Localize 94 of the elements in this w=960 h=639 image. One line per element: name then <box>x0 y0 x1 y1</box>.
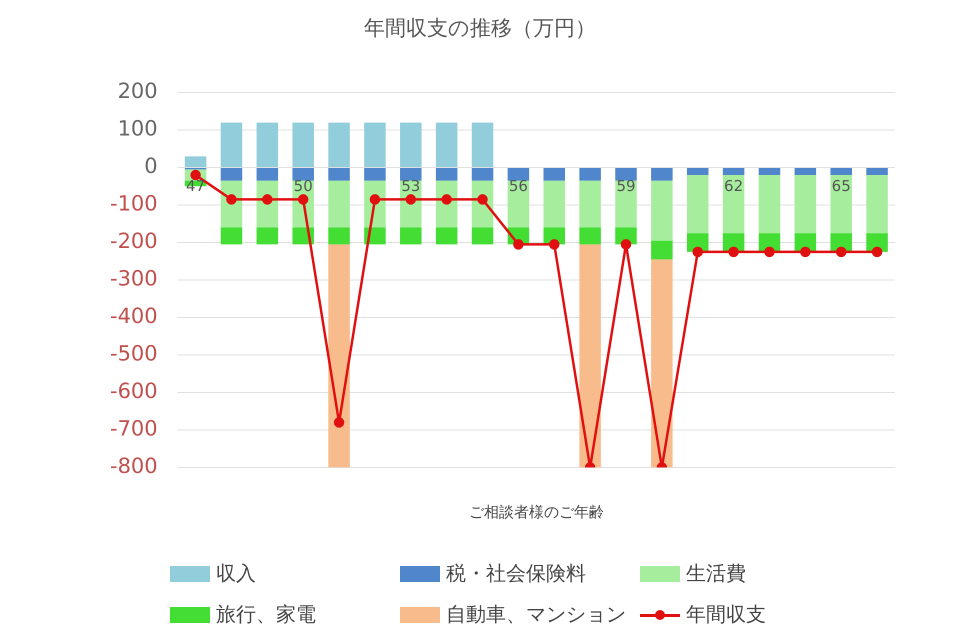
bar <box>722 168 744 176</box>
bar <box>579 244 601 468</box>
bar <box>220 168 242 181</box>
point <box>441 194 452 205</box>
bar <box>328 244 350 468</box>
bar <box>651 259 673 468</box>
bar <box>651 168 673 181</box>
x-tick-label: 47 <box>186 176 206 195</box>
x-tick-label: 65 <box>832 176 851 195</box>
bar <box>722 175 744 234</box>
bar <box>328 168 350 181</box>
bar <box>436 168 458 181</box>
bar <box>256 228 278 244</box>
legend-label: 旅行、家電 <box>216 601 316 628</box>
bar <box>400 122 422 168</box>
y-tick-label: 0 <box>144 154 158 178</box>
legend-label: 生活費 <box>686 560 746 587</box>
bar <box>292 122 314 168</box>
bar <box>544 168 566 181</box>
bar <box>328 180 350 228</box>
point <box>872 246 882 258</box>
point <box>620 239 632 250</box>
bar <box>866 168 888 176</box>
point <box>728 246 739 258</box>
point <box>549 239 560 250</box>
y-tick-label: -800 <box>110 454 158 478</box>
point <box>298 194 308 205</box>
bar <box>794 168 816 176</box>
y-tick-label: -200 <box>110 228 158 253</box>
bar <box>292 168 314 181</box>
y-tick-label: -100 <box>110 191 158 216</box>
bar <box>220 228 242 244</box>
bar <box>508 180 530 228</box>
point <box>800 246 811 258</box>
bar <box>830 175 852 234</box>
bar <box>184 156 206 168</box>
bar <box>579 168 601 181</box>
legend-label: 税・社会保険料 <box>446 560 586 587</box>
point <box>477 194 488 205</box>
y-tick-label: 100 <box>118 116 158 141</box>
x-tick-label: 56 <box>508 176 528 195</box>
bar <box>328 228 350 244</box>
point <box>692 246 703 258</box>
bar <box>436 122 458 168</box>
bar <box>436 228 458 244</box>
point <box>370 194 380 205</box>
bar <box>651 180 673 241</box>
bar <box>686 168 708 176</box>
x-tick-label: 53 <box>401 176 420 195</box>
legend-label: 自動車、マンション <box>446 601 626 628</box>
bar <box>472 122 494 168</box>
point <box>226 194 237 205</box>
legend-label: 年間収支 <box>686 601 766 628</box>
bar <box>256 168 278 181</box>
point <box>513 239 524 250</box>
point <box>836 246 846 258</box>
x-axis-title: ご相談者様のご年齢 <box>468 503 605 522</box>
point <box>262 194 273 205</box>
bar <box>400 168 422 181</box>
bar <box>686 175 708 234</box>
point <box>764 246 775 258</box>
chart-title: 年間収支の推移（万円） <box>363 15 597 42</box>
x-tick-label: 62 <box>724 176 744 195</box>
bar <box>758 168 780 176</box>
bar <box>579 228 601 244</box>
bar <box>508 168 530 181</box>
y-tick-label: -300 <box>110 266 158 290</box>
x-tick-label: 59 <box>616 176 636 195</box>
bar <box>400 228 422 244</box>
bar <box>364 122 386 168</box>
bar <box>758 175 780 234</box>
bar <box>256 122 278 168</box>
bar <box>544 180 566 228</box>
legend-label: 収入 <box>216 560 256 587</box>
y-tick-label: -600 <box>110 378 158 403</box>
x-tick-label: 50 <box>294 176 313 195</box>
bar <box>615 180 637 228</box>
bar <box>220 122 242 168</box>
bar <box>364 168 386 181</box>
y-tick-label: -700 <box>110 416 158 440</box>
bar <box>866 175 888 234</box>
y-tick-label: -400 <box>110 304 158 328</box>
point <box>334 417 344 428</box>
bar <box>794 175 816 234</box>
bar <box>830 168 852 176</box>
bar <box>328 122 350 168</box>
bar <box>472 168 494 181</box>
y-tick-label: -500 <box>110 341 158 366</box>
bar <box>579 180 601 228</box>
point <box>406 194 416 205</box>
bar <box>651 240 673 260</box>
bar <box>615 168 637 181</box>
bar <box>472 228 494 244</box>
y-tick-label: 200 <box>118 79 158 104</box>
